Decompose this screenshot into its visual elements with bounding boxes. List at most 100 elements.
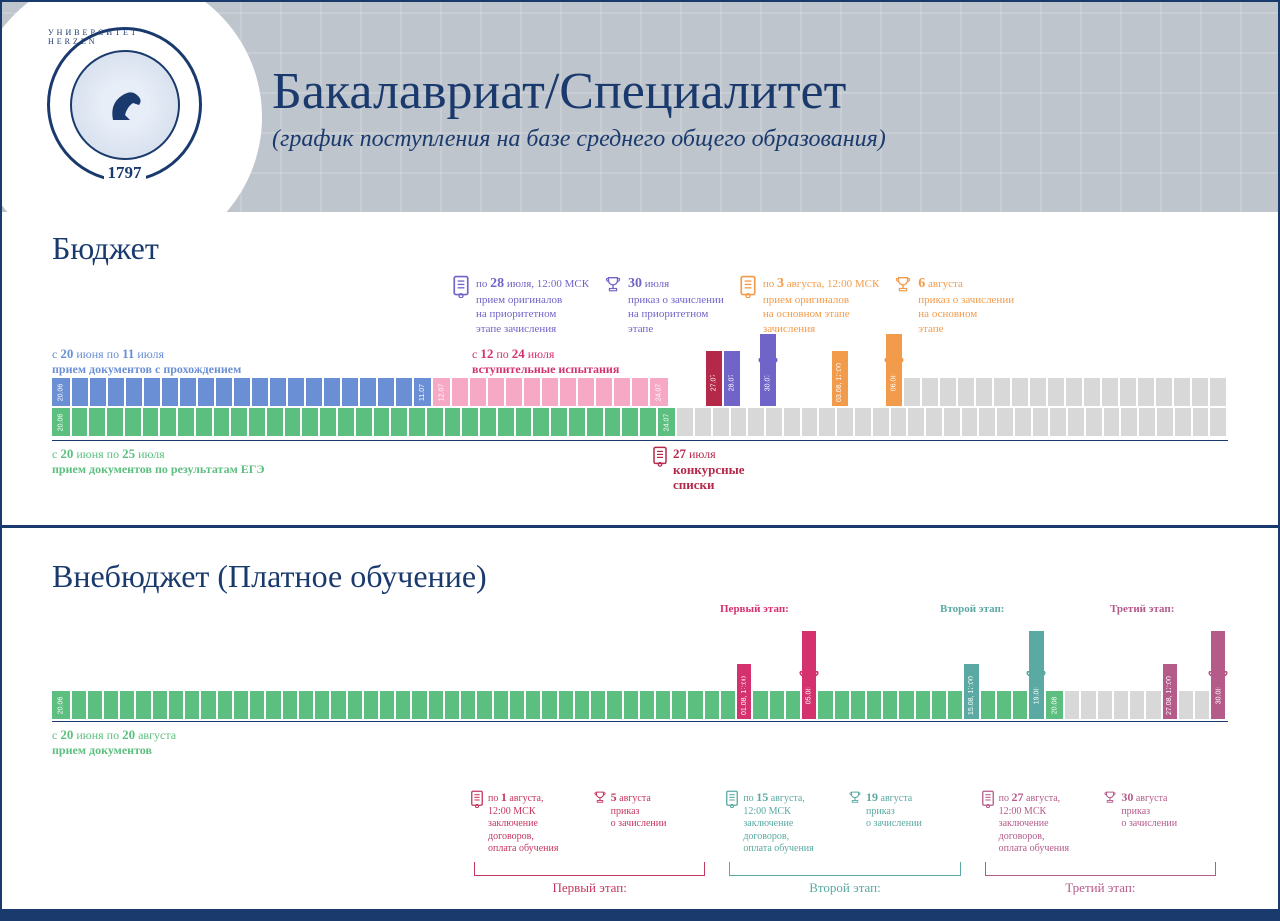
timeline-cell xyxy=(1210,408,1228,436)
stage-callout: 5 августаприказо зачислении xyxy=(593,790,710,856)
timeline-cell xyxy=(470,378,488,406)
cup-icon xyxy=(882,354,906,378)
timeline-cell xyxy=(962,408,980,436)
paid-stages-row: по 1 августа,12:00 МСКзаключениедоговоро… xyxy=(462,790,1228,896)
timeline-cell xyxy=(445,691,461,719)
timeline-cell: 11.07 xyxy=(414,378,433,406)
timeline-cell xyxy=(796,378,814,406)
timeline-cell: 24.07 xyxy=(658,408,678,436)
timeline-cell xyxy=(462,408,480,436)
doc-icon xyxy=(1162,670,1178,691)
timeline-cell xyxy=(250,691,266,719)
timeline-cell xyxy=(364,691,380,719)
timeline-cell xyxy=(524,378,542,406)
cup-icon xyxy=(797,667,821,691)
timeline-cell xyxy=(1193,408,1211,436)
timeline-cell xyxy=(899,691,915,719)
timeline-cell xyxy=(409,408,427,436)
timeline-cell xyxy=(766,408,784,436)
pelican-icon xyxy=(70,50,180,160)
timeline-cell xyxy=(1157,408,1175,436)
budget-timeline: 20.0611.0712.0724.0727.07 28.07 30.07 03… xyxy=(52,378,1228,438)
cup-icon xyxy=(756,354,780,378)
timeline-cell xyxy=(695,408,713,436)
timeline-cell xyxy=(672,691,688,719)
range-label-paid-green: с 20 июня по 20 августа прием документов xyxy=(52,727,176,757)
timeline-cell xyxy=(1114,691,1130,719)
timeline-cell xyxy=(940,378,958,406)
stage-block: по 1 августа,12:00 МСКзаключениедоговоро… xyxy=(462,790,717,896)
callout: по 28 июля, 12:00 МСКприем оригиналовна … xyxy=(452,275,589,336)
doc-icon xyxy=(724,357,740,378)
range-label-green: с 20 июня по 25 июля прием документов по… xyxy=(52,446,265,476)
timeline-cell xyxy=(916,691,932,719)
timeline-cell xyxy=(445,408,463,436)
timeline-cell xyxy=(1102,378,1120,406)
timeline-cell xyxy=(360,378,378,406)
timeline-cell: 27.08, 12:00 xyxy=(1163,664,1179,719)
stage-callout: по 15 августа,12:00 МСКзаключениедоговор… xyxy=(725,790,842,856)
stage-head: Первый этап: xyxy=(720,603,789,615)
timeline-cell xyxy=(324,378,342,406)
timeline-cell xyxy=(1121,408,1139,436)
timeline-cell xyxy=(72,408,90,436)
timeline-cell: 20.06 xyxy=(52,691,72,719)
timeline-cell xyxy=(378,378,396,406)
timeline-cell xyxy=(391,408,409,436)
timeline-cell xyxy=(396,691,412,719)
stage-heads-row: Первый этап: Второй этап: Третий этап: xyxy=(52,603,1228,657)
timeline-cell xyxy=(1098,691,1114,719)
timeline-cell xyxy=(873,408,891,436)
cup-icon xyxy=(848,790,862,808)
stage-name: Второй этап: xyxy=(725,880,964,896)
timeline-cell: 27.07 xyxy=(706,351,724,406)
timeline-cell xyxy=(670,378,688,406)
timeline-cell xyxy=(1139,408,1157,436)
timeline-cell xyxy=(231,408,249,436)
doc-icon xyxy=(739,275,757,299)
timeline-cell xyxy=(144,378,162,406)
stage-head: Второй этап: xyxy=(940,603,1004,615)
paid-lower-labels: с 20 июня по 20 августа прием документов xyxy=(52,727,1228,782)
title-block: Бакалавриат/Специалитет (график поступле… xyxy=(272,62,886,153)
timeline-cell xyxy=(883,691,899,719)
timeline-cell xyxy=(542,378,560,406)
header: УНИВЕРСИТЕТ • HERZEN 1797 Бакалавриат/Сп… xyxy=(2,2,1278,212)
timeline-cell xyxy=(1138,378,1156,406)
timeline-cell xyxy=(1130,691,1146,719)
timeline-cell xyxy=(1065,691,1081,719)
timeline-cell xyxy=(1015,408,1033,436)
timeline-cell xyxy=(569,408,587,436)
doc-icon xyxy=(452,275,470,299)
budget-upper-labels: с 20 июня по 11 июля прием документов с … xyxy=(52,346,1228,378)
timeline-cell xyxy=(178,408,196,436)
doc-icon xyxy=(981,790,995,808)
timeline-cell xyxy=(216,378,234,406)
timeline-cell xyxy=(429,691,445,719)
doc-icon xyxy=(964,670,980,691)
timeline-cell xyxy=(126,378,144,406)
timeline-cell xyxy=(1066,378,1084,406)
doc-icon xyxy=(725,790,739,808)
timeline-cell xyxy=(994,378,1012,406)
paid-section: Внебюджет (Платное обучение) Первый этап… xyxy=(2,540,1278,908)
stage-head: Третий этап: xyxy=(1110,603,1174,615)
cup-icon xyxy=(1103,790,1117,808)
timeline-cell xyxy=(234,691,250,719)
timeline-cell: 19.08 xyxy=(1029,631,1045,719)
timeline-cell xyxy=(559,691,575,719)
timeline-cell xyxy=(819,408,837,436)
timeline-cell xyxy=(748,408,766,436)
timeline-cell xyxy=(452,378,470,406)
stage-block: по 27 августа,12:00 МСКзаключениедоговор… xyxy=(973,790,1228,896)
timeline-cell xyxy=(218,691,234,719)
page-subtitle: (график поступления на базе среднего общ… xyxy=(272,126,886,153)
budget-lower-labels: с 20 июня по 25 июля прием документов по… xyxy=(52,446,1228,501)
timeline-cell xyxy=(488,378,506,406)
timeline-cell xyxy=(981,691,997,719)
timeline-cell xyxy=(288,378,306,406)
section-divider xyxy=(2,525,1278,528)
timeline-cell xyxy=(331,691,347,719)
cup-icon xyxy=(894,275,912,299)
timeline-cell: 20.06 xyxy=(52,408,72,436)
